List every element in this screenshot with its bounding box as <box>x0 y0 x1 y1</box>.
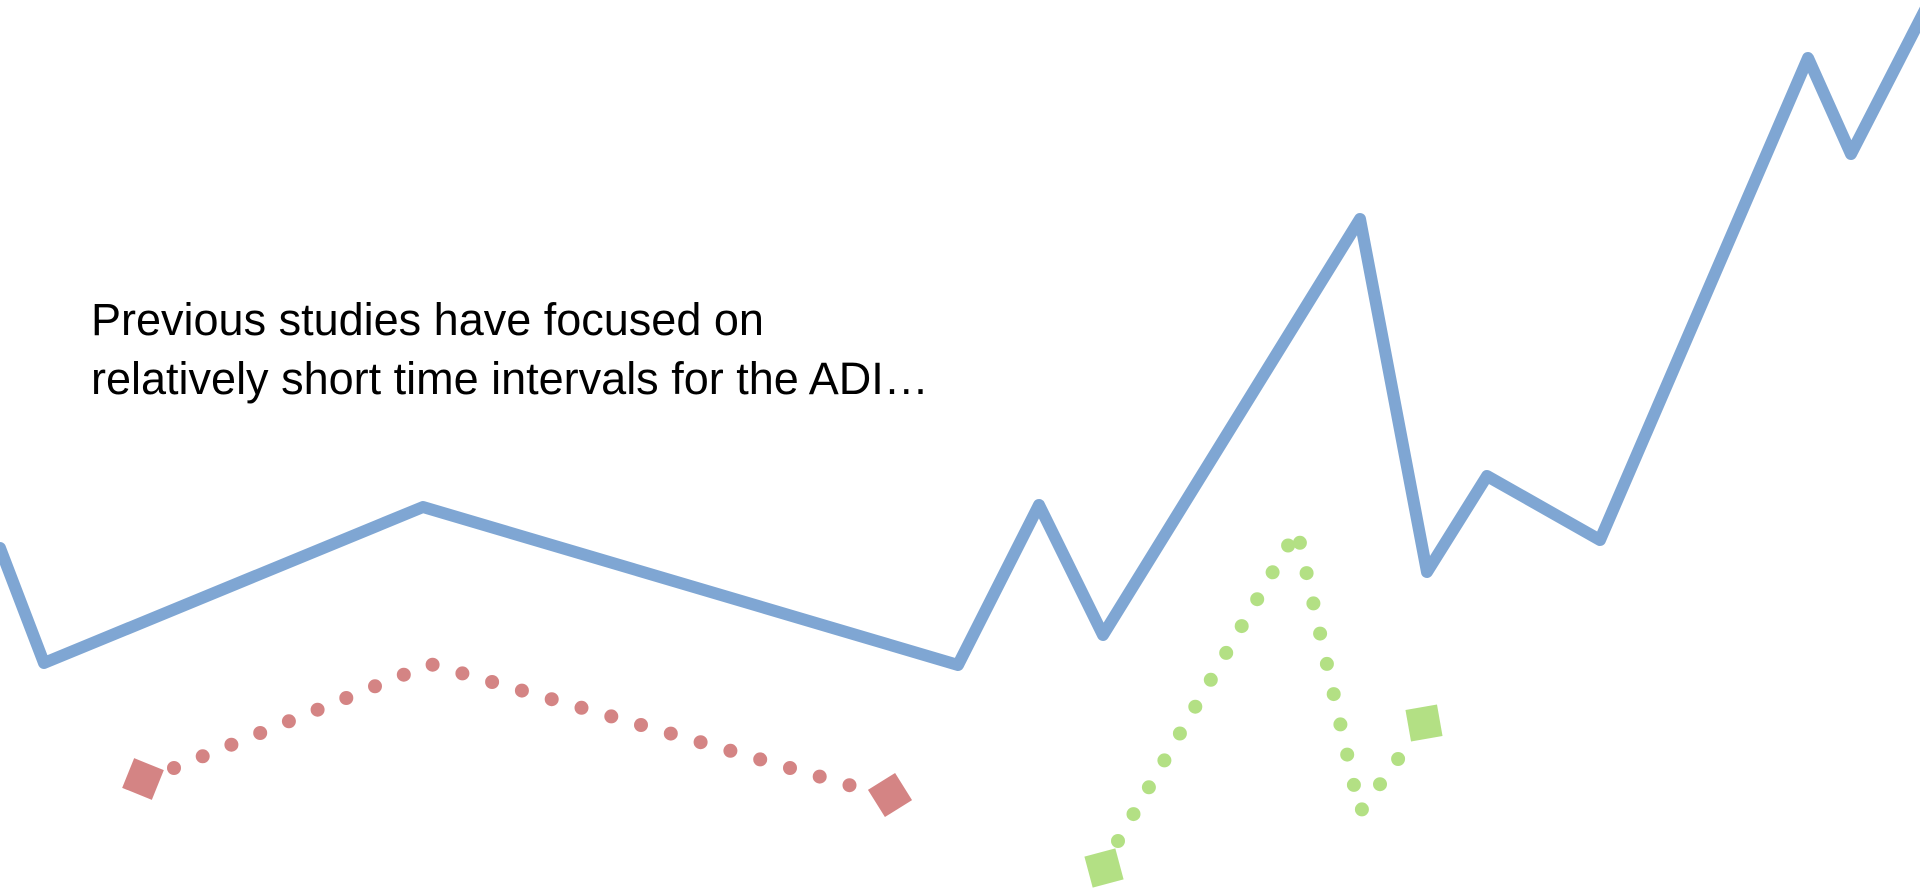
red-end-marker <box>867 772 913 818</box>
red-end-marker <box>122 758 164 800</box>
caption-line-1: Previous studies have focused on <box>91 294 764 345</box>
slide-caption: Previous studies have focused on relativ… <box>91 290 1071 408</box>
red-dot <box>574 700 589 715</box>
green-dot <box>1141 780 1156 795</box>
red-dot <box>224 737 239 752</box>
red-dot <box>842 778 857 793</box>
green-dot <box>1157 753 1172 768</box>
green-dotted-zigzag <box>1084 535 1443 888</box>
green-dot <box>1354 802 1369 817</box>
green-dot <box>1126 807 1141 822</box>
red-dot <box>723 743 738 758</box>
red-dot <box>485 675 500 689</box>
red-dot <box>455 666 470 681</box>
green-dot <box>1188 699 1203 714</box>
red-dot <box>368 679 382 694</box>
green-dot <box>1111 834 1125 848</box>
red-dot <box>514 683 529 698</box>
green-dot <box>1373 777 1387 792</box>
red-dot <box>425 657 440 672</box>
red-dot <box>753 752 768 767</box>
green-dot <box>1250 592 1265 607</box>
green-dot <box>1172 726 1187 741</box>
red-dot <box>693 735 708 750</box>
blue-zigzag-line <box>0 6 1920 671</box>
caption-line-2: relatively short time intervals for the … <box>91 353 929 404</box>
red-dot <box>634 718 648 732</box>
green-dot <box>1306 596 1321 611</box>
green-dot <box>1292 535 1307 550</box>
green-dot <box>1319 656 1334 671</box>
green-dot <box>1219 645 1234 660</box>
red-dot <box>663 726 678 741</box>
green-dot <box>1299 566 1314 581</box>
red-dot <box>339 691 354 705</box>
green-dot <box>1265 565 1280 580</box>
red-dot <box>195 749 210 764</box>
red-dot <box>253 726 268 740</box>
green-end-marker <box>1405 704 1443 742</box>
red-dot <box>604 709 619 724</box>
red-dotted-arc <box>122 657 913 818</box>
green-dot <box>1346 777 1361 792</box>
green-dot <box>1203 672 1218 687</box>
green-dot <box>1340 747 1355 762</box>
green-end-marker <box>1084 848 1124 888</box>
red-dot <box>281 714 296 729</box>
red-dot <box>396 667 411 682</box>
blue-line-path <box>0 6 1920 671</box>
green-dot <box>1333 717 1348 732</box>
green-dot <box>1234 619 1249 634</box>
green-dot <box>1326 687 1341 702</box>
green-dot <box>1313 626 1328 641</box>
red-dot <box>167 761 181 775</box>
green-dot <box>1281 538 1296 553</box>
red-dot <box>812 769 827 784</box>
red-dot <box>544 692 559 707</box>
red-dot <box>783 761 797 775</box>
green-dot <box>1391 752 1406 766</box>
red-dot <box>310 702 325 717</box>
